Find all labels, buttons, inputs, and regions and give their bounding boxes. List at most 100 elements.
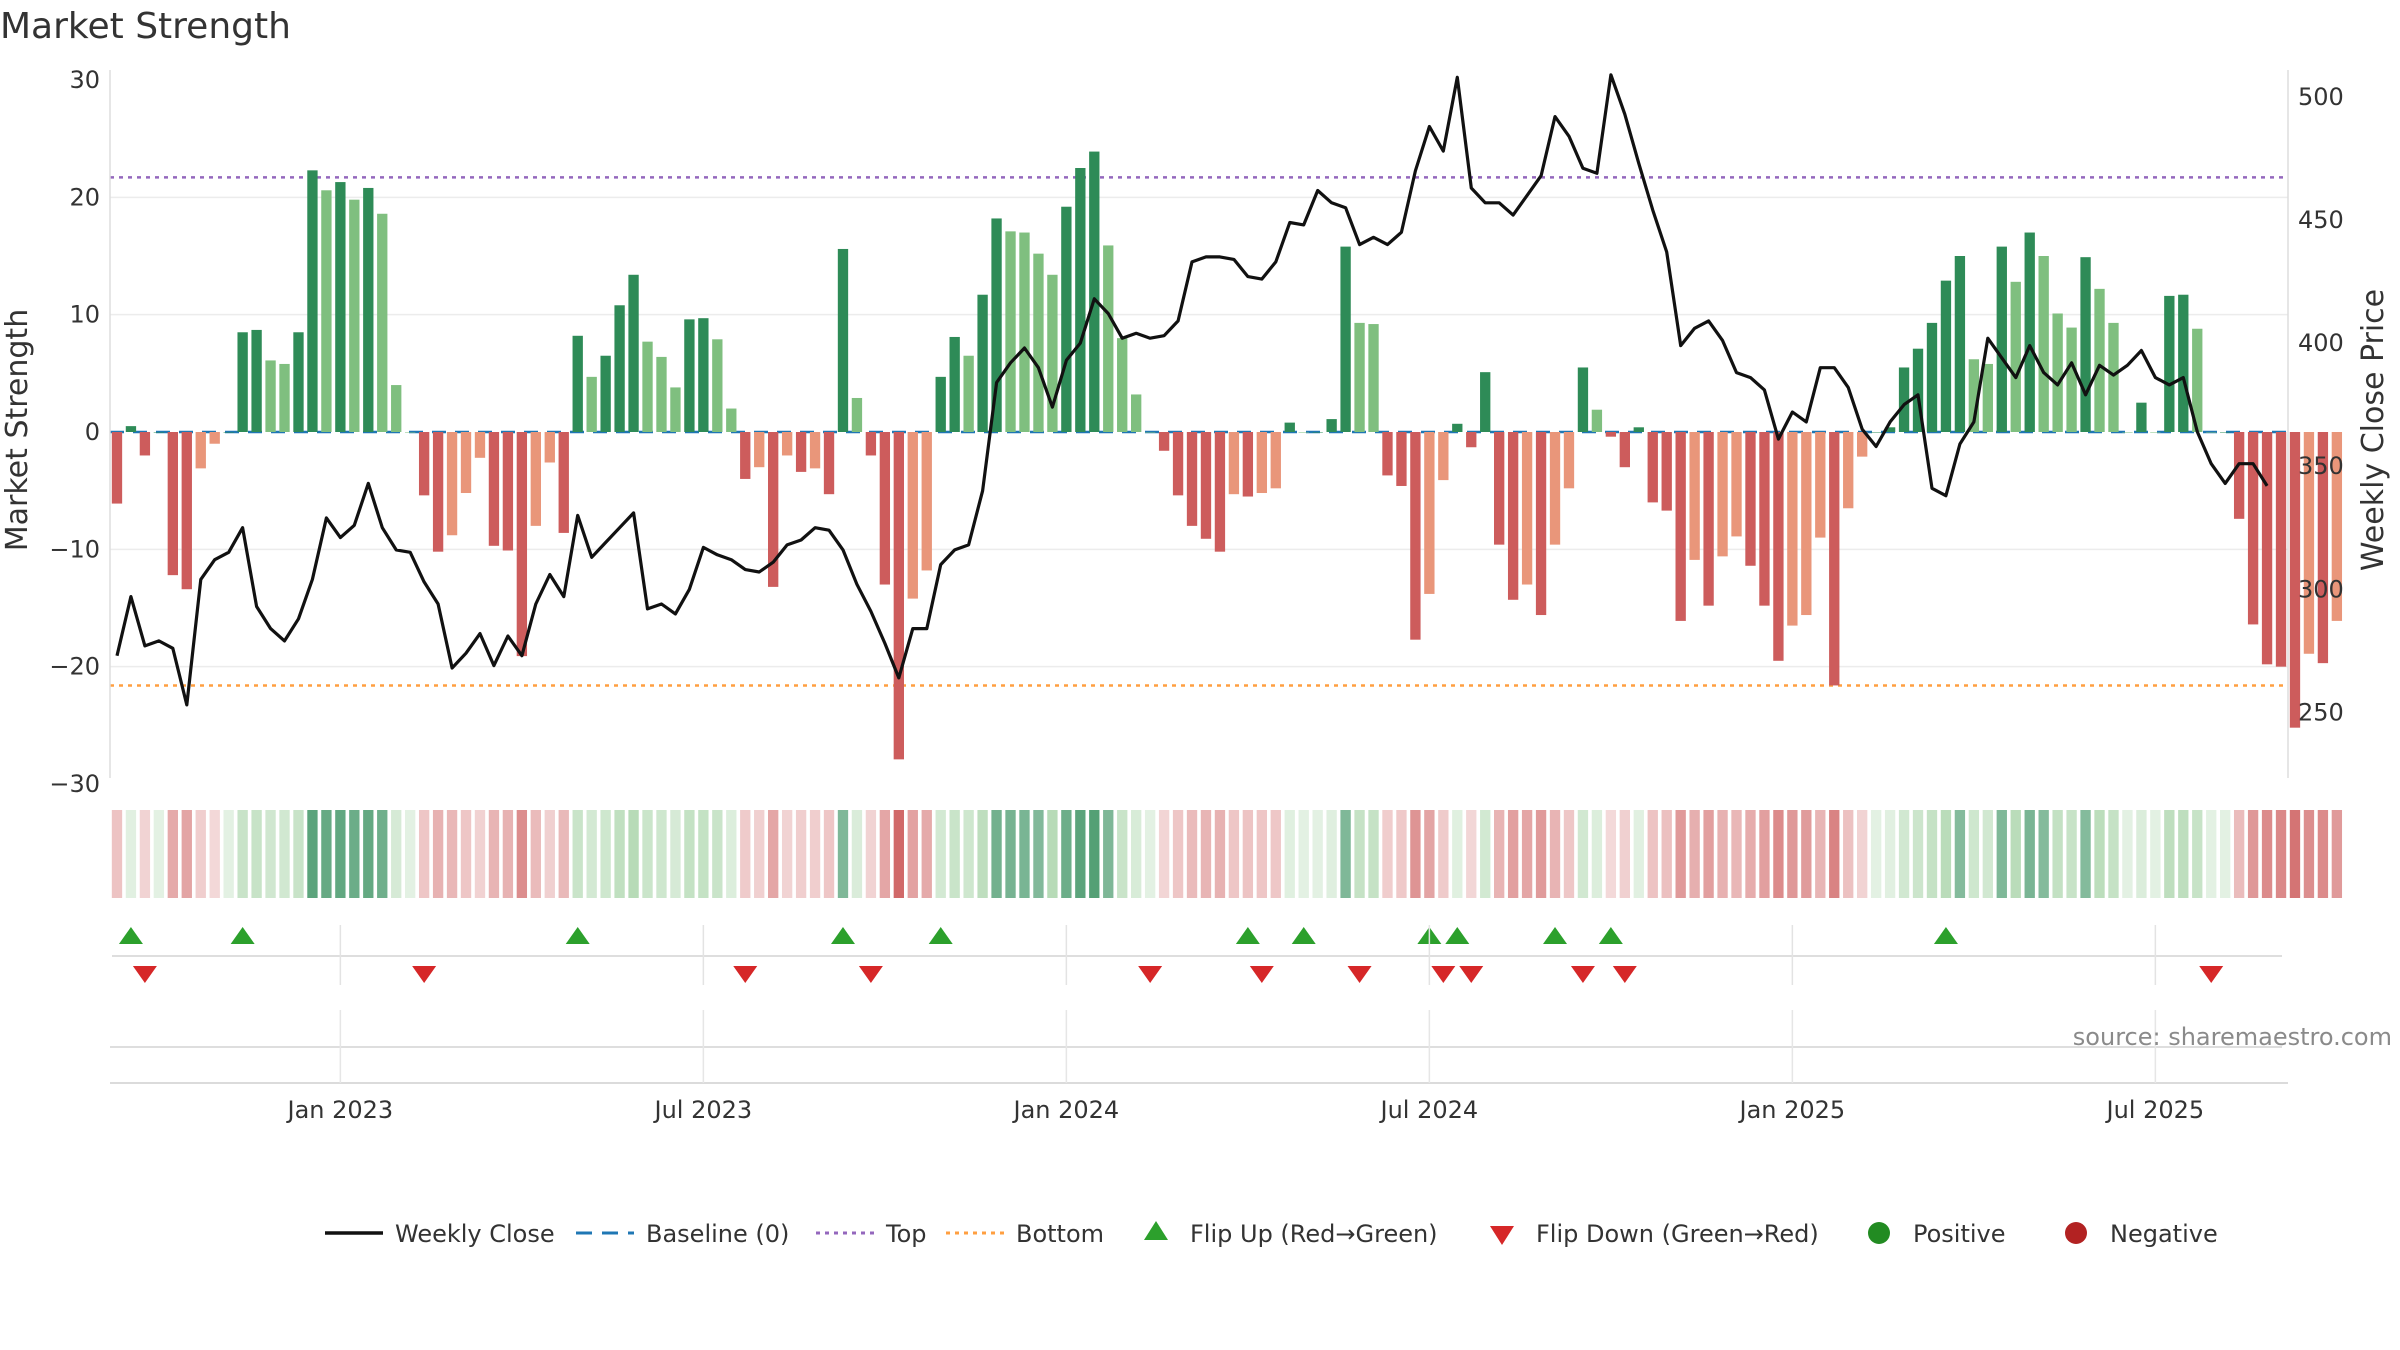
strength-bar xyxy=(754,432,765,468)
strip-cell xyxy=(893,810,904,898)
legend-label: Bottom xyxy=(1016,1220,1104,1248)
strip-cell xyxy=(2052,810,2063,898)
strength-bar xyxy=(544,432,555,463)
strength-bar xyxy=(628,274,639,432)
strength-bar xyxy=(377,213,388,432)
strip-cell xyxy=(935,810,946,898)
y2-tick-label: 300 xyxy=(2298,575,2344,603)
strength-bar xyxy=(1033,253,1044,432)
strength-bar xyxy=(1103,245,1114,432)
strip-cell xyxy=(293,810,304,898)
strip-cell xyxy=(139,810,151,898)
y2-tick-label: 250 xyxy=(2298,698,2344,726)
strip-cell xyxy=(2192,810,2203,898)
strength-bar xyxy=(1857,432,1868,457)
strength-bar xyxy=(1773,432,1784,661)
price-line-layer xyxy=(115,73,2269,707)
strength-bar xyxy=(349,199,360,432)
flip-up-marker xyxy=(1445,927,1470,944)
strip-cell xyxy=(1773,810,1784,898)
strength-bar xyxy=(1954,256,1966,432)
strip-cell xyxy=(1857,810,1868,898)
strip-cell xyxy=(1605,810,1617,898)
source-note: source: sharemaestro.com xyxy=(2073,1023,2392,1051)
y2-axis-label: Weekly Close Price xyxy=(2356,289,2391,571)
flip-down-marker xyxy=(1570,966,1595,983)
strip-cell xyxy=(2024,810,2035,898)
strength-bar xyxy=(1061,206,1072,432)
strength-bar xyxy=(795,432,807,472)
y-axis-label: Market Strength xyxy=(0,309,35,551)
strength-bar xyxy=(1298,432,1309,433)
strip-cell xyxy=(1619,810,1630,898)
strip-cell xyxy=(1703,810,1714,898)
strip-cell xyxy=(265,810,276,898)
strength-bar xyxy=(363,187,374,432)
legend-item: Negative xyxy=(2065,1220,2218,1248)
strip-cell xyxy=(809,810,821,898)
strength-bar xyxy=(2331,432,2343,621)
strip-cell xyxy=(1242,810,1254,898)
strip-cell xyxy=(670,810,681,898)
strength-bar xyxy=(1884,427,1896,432)
flip-up-marker xyxy=(1291,927,1316,944)
strength-bar xyxy=(1591,409,1603,432)
strength-bar xyxy=(2010,281,2021,432)
strength-bar xyxy=(712,339,723,432)
strength-bar xyxy=(1731,432,1742,537)
strength-bar xyxy=(2317,432,2329,664)
y-tick-label: 0 xyxy=(85,418,100,446)
strip-cell xyxy=(2178,810,2189,898)
strip-cell xyxy=(251,810,262,898)
strip-cell xyxy=(600,810,611,898)
x-tick-label: Jul 2023 xyxy=(653,1096,753,1124)
strength-bar xyxy=(1801,432,1812,616)
legend-label: Flip Up (Red→Green) xyxy=(1190,1220,1438,1248)
strip-cell xyxy=(2220,810,2231,898)
x-tick-label: Jan 2023 xyxy=(286,1096,394,1124)
strip-cell xyxy=(754,810,765,898)
strip-cell xyxy=(1577,810,1589,898)
strip-cell xyxy=(865,810,877,898)
strip-cell xyxy=(2122,810,2133,898)
strip-cell xyxy=(1047,810,1058,898)
strength-bar xyxy=(335,182,346,432)
strip-cell xyxy=(656,810,667,898)
strip-cell xyxy=(1521,810,1533,898)
strip-cell xyxy=(949,810,960,898)
strength-bar xyxy=(726,408,737,432)
strip-cell xyxy=(446,810,458,898)
strength-bar xyxy=(768,432,779,587)
strength-bar xyxy=(1354,322,1365,432)
strip-cell xyxy=(1410,810,1421,898)
strength-bar xyxy=(167,432,178,576)
strip-cell xyxy=(2080,810,2091,898)
strip-cell xyxy=(1424,810,1435,898)
strength-bar xyxy=(963,355,974,432)
flip-up-marker xyxy=(118,927,143,944)
y2-tick-label: 400 xyxy=(2298,329,2344,357)
strip-cell xyxy=(726,810,737,898)
strip-cell xyxy=(321,810,332,898)
strength-bars xyxy=(111,151,2343,760)
x-tick-label: Jul 2024 xyxy=(1379,1096,1479,1124)
strip-cell xyxy=(237,810,248,898)
strength-bar xyxy=(251,329,262,432)
flip-up-marker xyxy=(830,927,855,944)
legend-item: Top xyxy=(816,1220,927,1248)
strip-cell xyxy=(1326,810,1337,898)
strength-bar xyxy=(656,356,667,432)
strip-cell xyxy=(1340,810,1351,898)
strip-cell xyxy=(516,810,528,898)
strength-bar xyxy=(2275,432,2287,667)
strength-bar xyxy=(1940,280,1952,432)
flip-down-marker xyxy=(2199,966,2224,983)
strength-bar xyxy=(391,385,402,432)
legend-item: Baseline (0) xyxy=(576,1220,789,1248)
strip-cell xyxy=(2206,810,2217,898)
strip-cell xyxy=(907,810,918,898)
strength-bar xyxy=(1605,432,1617,437)
y2-tick-label: 500 xyxy=(2298,83,2344,111)
strength-bar xyxy=(1661,432,1672,511)
strength-bar xyxy=(977,294,988,432)
